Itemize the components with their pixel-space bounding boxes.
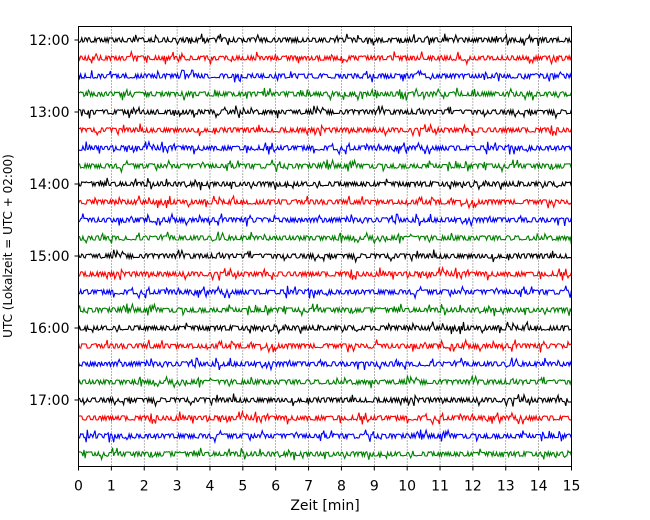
- plot-frame: [78, 26, 572, 467]
- trace-1345: [78, 158, 572, 175]
- trace-1530: [78, 284, 572, 301]
- trace-1245: [78, 87, 572, 102]
- trace-1400: [77, 177, 572, 191]
- trace-1600: [77, 320, 572, 335]
- trace-1330: [78, 139, 572, 156]
- trace-1730: [78, 428, 572, 445]
- y-tick-label: 15:00: [29, 249, 69, 265]
- x-tick-label: 13: [497, 479, 515, 495]
- trace-1630: [77, 357, 572, 372]
- x-tick-label: 4: [206, 479, 215, 495]
- trace-1430: [78, 211, 572, 228]
- y-tick-label: 14:00: [29, 177, 69, 193]
- x-tick-label: 9: [370, 479, 379, 495]
- x-tick-label: 3: [173, 479, 182, 495]
- y-axis-label: UTC (Lokalzeit = UTC + 02:00): [1, 154, 15, 338]
- x-tick-label: 15: [563, 479, 581, 495]
- x-tick-label: 12: [464, 479, 482, 495]
- trace-1700: [78, 392, 572, 408]
- x-tick-label: 6: [271, 479, 280, 495]
- grid-lines: [111, 26, 539, 467]
- x-tick-label: 5: [238, 479, 247, 495]
- trace-1715: [78, 409, 572, 426]
- trace-1315: [78, 122, 572, 138]
- seismogram-traces: [77, 33, 572, 462]
- trace-1230: [77, 69, 572, 83]
- trace-1745: [78, 447, 572, 462]
- x-tick-label: 10: [398, 479, 416, 495]
- x-axis-ticks: 0 1 2 3 4 5 6 7 8 9 10 11 12 13 14 15: [74, 466, 581, 495]
- trace-1545: [77, 302, 572, 318]
- y-tick-label: 16:00: [29, 321, 69, 337]
- y-tick-label: 12:00: [29, 33, 69, 49]
- x-tick-label: 1: [107, 479, 116, 495]
- x-tick-label: 0: [74, 479, 83, 495]
- trace-1415: [77, 194, 572, 210]
- trace-1500: [77, 248, 572, 264]
- x-tick-label: 8: [337, 479, 346, 495]
- trace-1615: [77, 337, 572, 354]
- x-tick-label: 14: [530, 479, 548, 495]
- y-axis-ticks: 12:00 13:00 14:00 15:00 16:00 17:00: [29, 33, 79, 409]
- x-tick-label: 7: [304, 479, 313, 495]
- trace-1445: [78, 231, 572, 245]
- trace-1215: [77, 49, 572, 67]
- trace-1645: [77, 374, 572, 389]
- trace-1515: [78, 265, 572, 282]
- x-tick-label: 2: [140, 479, 149, 495]
- y-tick-label: 13:00: [29, 105, 69, 121]
- y-tick-label: 17:00: [29, 393, 69, 409]
- trace-1300: [78, 104, 572, 120]
- x-axis-label: Zeit [min]: [290, 498, 359, 514]
- x-tick-label: 11: [431, 479, 449, 495]
- trace-1200: [78, 33, 572, 46]
